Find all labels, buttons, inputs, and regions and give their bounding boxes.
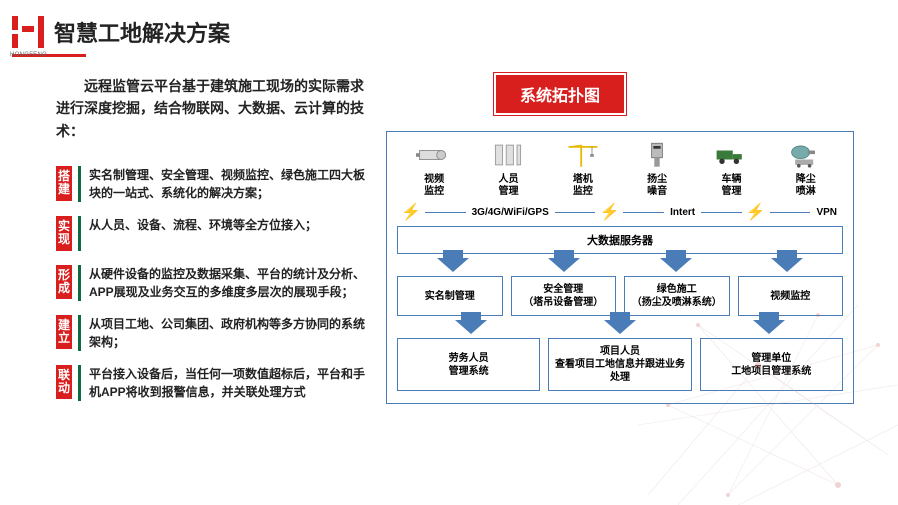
feature-item: 搭建实名制管理、安全管理、视频监控、绿色施工四大板块的一站式、系统化的解决方案；: [56, 166, 370, 202]
feature-tag: 实现: [56, 216, 72, 250]
feature-bar: [78, 315, 81, 351]
device-label: 扬尘噪音: [624, 174, 690, 198]
truck-icon: [698, 138, 764, 172]
feature-text: 从硬件设备的监控及数据采集、平台的统计及分析、APP展现及业务交互的多维度多层次…: [89, 265, 370, 301]
net-label-2: Intert: [664, 207, 701, 218]
server-box: 大数据服务器: [397, 226, 843, 254]
intro-text: 远程监管云平台基于建筑施工现场的实际需求进行深度挖掘，结合物联网、大数据、云计算…: [56, 75, 370, 142]
device-label: 降尘喷淋: [773, 174, 839, 198]
gate-icon: [475, 138, 541, 172]
device-item: 视频监控: [401, 138, 467, 198]
feature-tag: 搭建: [56, 166, 72, 200]
feature-text: 从项目工地、公司集团、政府机构等多方协同的系统架构；: [89, 315, 370, 351]
right-column: 系统拓扑图 视频监控人员管理塔机监控扬尘噪音车辆管理降尘喷淋 ⚡ 3G/4G/W…: [386, 75, 870, 415]
topology-diagram: 视频监控人员管理塔机监控扬尘噪音车辆管理降尘喷淋 ⚡ 3G/4G/WiFi/GP…: [386, 131, 854, 404]
device-row: 视频监控人员管理塔机监控扬尘噪音车辆管理降尘喷淋: [397, 138, 843, 198]
mgmt-box: 安全管理（塔吊设备管理）: [511, 276, 617, 316]
arrow-down-icon: [604, 320, 636, 334]
net-label-3: VPN: [810, 207, 843, 218]
feature-item: 形成从硬件设备的监控及数据采集、平台的统计及分析、APP展现及业务交互的多维度多…: [56, 265, 370, 301]
arrow-row: [397, 258, 843, 272]
arrow-down-icon: [437, 258, 469, 272]
user-row: 劳务人员管理系统项目人员查看项目工地信息并跟进业务处理管理单位工地项目管理系统: [397, 338, 843, 391]
feature-text: 平台接入设备后，当任何一项数值超标后，平台和手机APP将收到报警信息，并关联处理…: [89, 365, 370, 401]
feature-text: 实名制管理、安全管理、视频监控、绿色施工四大板块的一站式、系统化的解决方案；: [89, 166, 370, 202]
bolt-icon: ⚡: [599, 202, 619, 222]
feature-tag: 形成: [56, 265, 72, 299]
management-row: 实名制管理安全管理（塔吊设备管理）绿色施工（扬尘及喷淋系统）视频监控: [397, 276, 843, 316]
brand-text: HONGFENG: [10, 52, 47, 58]
feature-tag: 建立: [56, 315, 72, 349]
device-item: 车辆管理: [698, 138, 764, 198]
device-label: 塔机监控: [550, 174, 616, 198]
feature-text: 从人员、设备、流程、环境等全方位接入；: [89, 216, 370, 250]
bolt-icon: ⚡: [401, 202, 421, 222]
spray-icon: [773, 138, 839, 172]
device-item: 降尘喷淋: [773, 138, 839, 198]
feature-bar: [78, 365, 81, 401]
arrow-down-icon: [548, 258, 580, 272]
crane-icon: [550, 138, 616, 172]
feature-bar: [78, 166, 81, 202]
feature-tag: 联动: [56, 365, 72, 399]
user-box: 劳务人员管理系统: [397, 338, 540, 391]
feature-item: 建立从项目工地、公司集团、政府机构等多方协同的系统架构；: [56, 315, 370, 351]
device-item: 扬尘噪音: [624, 138, 690, 198]
arrow-down-icon: [660, 258, 692, 272]
arrow-row: [397, 320, 843, 334]
left-column: 远程监管云平台基于建筑施工现场的实际需求进行深度挖掘，结合物联网、大数据、云计算…: [56, 75, 386, 415]
arrow-down-icon: [771, 258, 803, 272]
feature-item: 实现从人员、设备、流程、环境等全方位接入；: [56, 216, 370, 250]
user-box: 管理单位工地项目管理系统: [700, 338, 843, 391]
feature-bar: [78, 216, 81, 250]
sensor-icon: [624, 138, 690, 172]
arrow-down-icon: [753, 320, 785, 334]
user-box: 项目人员查看项目工地信息并跟进业务处理: [548, 338, 691, 391]
camera-icon: [401, 138, 467, 172]
mgmt-box: 视频监控: [738, 276, 844, 316]
mgmt-box: 实名制管理: [397, 276, 503, 316]
feature-item: 联动平台接入设备后，当任何一项数值超标后，平台和手机APP将收到报警信息，并关联…: [56, 365, 370, 401]
logo: HONGFENG: [12, 16, 44, 48]
topology-title: 系统拓扑图: [496, 75, 624, 113]
device-item: 人员管理: [475, 138, 541, 198]
feature-bar: [78, 265, 81, 301]
network-row: ⚡ 3G/4G/WiFi/GPS ⚡ Intert ⚡ VPN: [397, 202, 843, 222]
header: HONGFENG 智慧工地解决方案: [0, 0, 898, 48]
device-label: 视频监控: [401, 174, 467, 198]
mgmt-box: 绿色施工（扬尘及喷淋系统）: [624, 276, 730, 316]
net-label-1: 3G/4G/WiFi/GPS: [466, 207, 555, 218]
device-label: 车辆管理: [698, 174, 764, 198]
device-label: 人员管理: [475, 174, 541, 198]
device-item: 塔机监控: [550, 138, 616, 198]
arrow-down-icon: [455, 320, 487, 334]
page-title: 智慧工地解决方案: [54, 16, 230, 48]
bolt-icon: ⚡: [746, 202, 766, 222]
